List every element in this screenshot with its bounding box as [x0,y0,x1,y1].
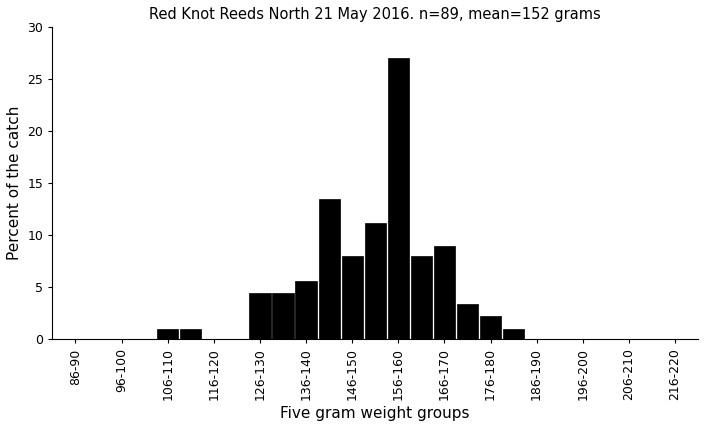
Bar [503,329,525,339]
Bar [157,329,178,339]
Y-axis label: Percent of the catch: Percent of the catch [7,106,22,261]
X-axis label: Five gram weight groups: Five gram weight groups [281,406,470,421]
Bar [457,304,478,339]
Bar [295,281,317,339]
Title: Red Knot Reeds North 21 May 2016. n=89, mean=152 grams: Red Knot Reeds North 21 May 2016. n=89, … [149,7,601,22]
Bar [319,199,340,339]
Bar [388,59,409,339]
Bar [411,256,432,339]
Bar [341,256,363,339]
Bar [480,316,501,339]
Bar [250,292,271,339]
Bar [364,223,386,339]
Bar [272,292,293,339]
Bar [434,246,455,339]
Bar [180,329,202,339]
